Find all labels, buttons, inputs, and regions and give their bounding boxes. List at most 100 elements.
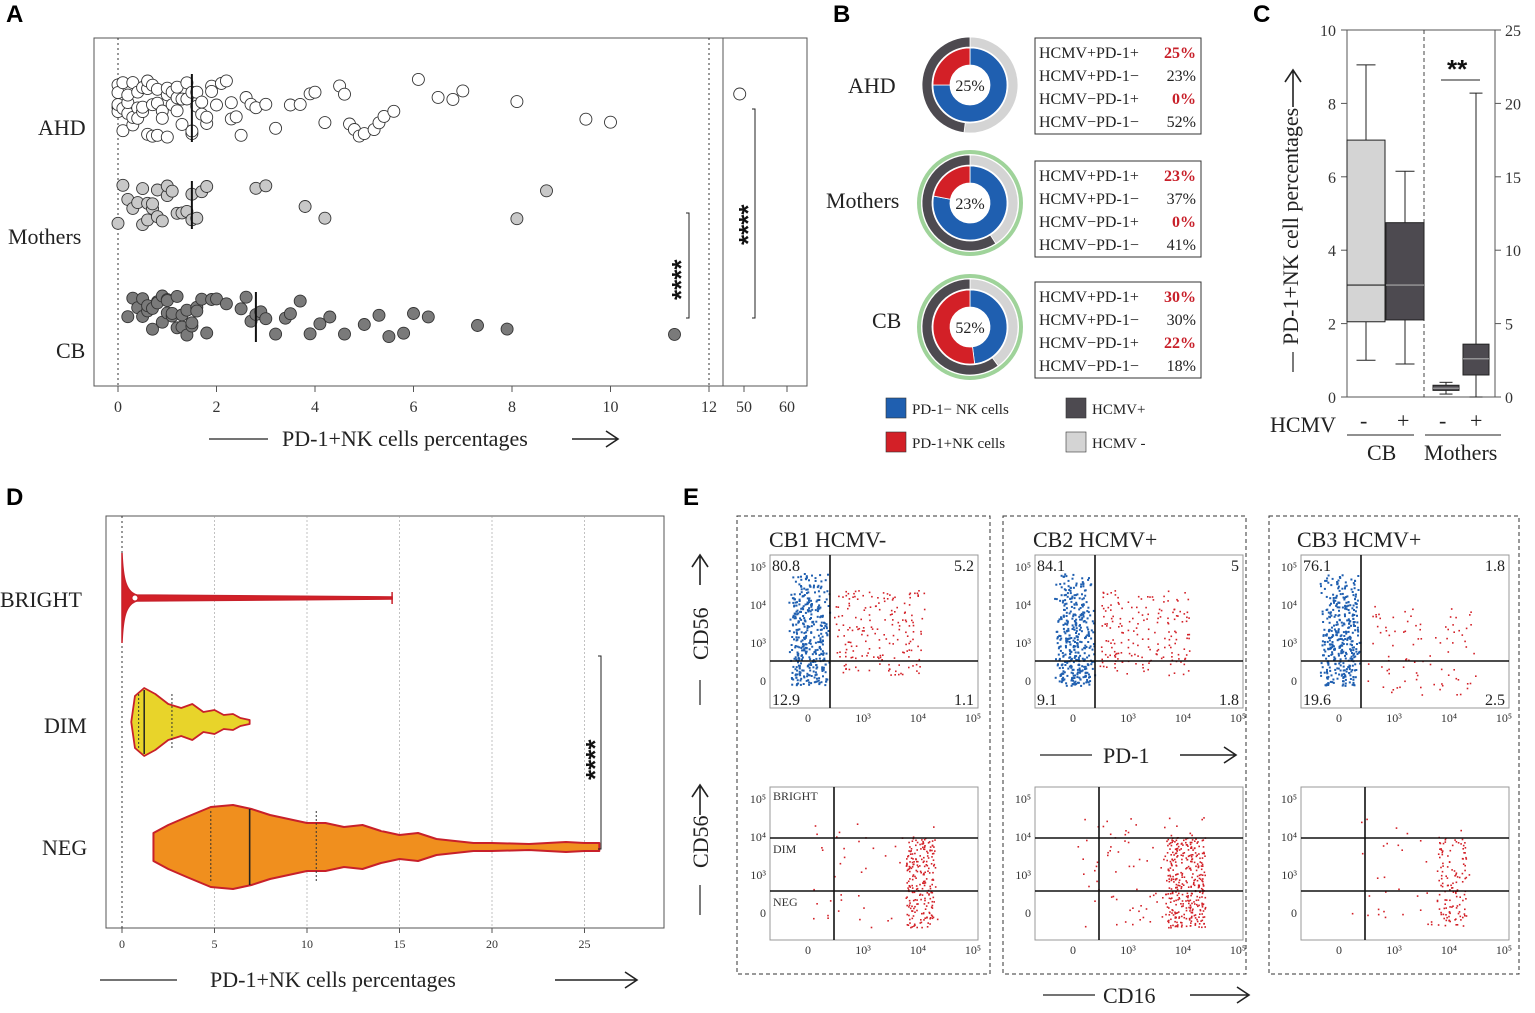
panel-e-facs-dot-red	[1444, 839, 1447, 841]
panel-e-facs-dot-blue	[1329, 597, 1332, 600]
panel-e-facs-dot-red	[1188, 617, 1190, 619]
panel-e-facs-dot-red	[1128, 865, 1131, 868]
panel-e-facs-dot-red	[915, 663, 918, 666]
panel-e-facs-dot-red	[1199, 909, 1202, 912]
panel-e-facs-dot-red	[1198, 896, 1201, 899]
panel-a-dot-cb	[500, 322, 514, 336]
panel-e-facs-dot-blue	[1336, 621, 1339, 624]
panel-e-facs-dot-red	[913, 923, 916, 926]
panel-a-dot-mothers	[540, 184, 553, 198]
panel-e-facs-dot-blue	[1074, 623, 1077, 626]
panel-e-facs-dot-blue	[824, 671, 827, 674]
panel-e-facs-dot-red	[1110, 609, 1112, 611]
panel-e-facs-dot-blue	[819, 624, 822, 627]
panel-e-facs-dot-red	[1119, 622, 1122, 625]
panel-e-facs-dot-blue	[1060, 594, 1063, 597]
panel-e-facs-dot-red	[914, 592, 916, 595]
panel-e-facs-dot-blue	[816, 610, 819, 613]
panel-e-facs-dot-red	[1128, 620, 1131, 623]
panel-e-facs-dot-blue	[812, 586, 815, 589]
panel-e-ylabel-top-arrow-icon	[691, 553, 709, 585]
panel-e-xlabel-top-arrow-icon	[1180, 746, 1238, 764]
panel-b-group-cb: CB	[872, 308, 901, 333]
panel-e-facs-dot-red	[1190, 906, 1192, 908]
panel-e-facs-dot-red	[1171, 841, 1173, 844]
panel-e-facs-dot-red	[919, 893, 922, 896]
panel-e-facs-dot-red	[1448, 911, 1451, 914]
panel-e-facs-dot-blue	[802, 669, 805, 672]
panel-e-facs-dot-blue	[808, 601, 811, 604]
panel-e-facs-dot-red	[1111, 620, 1114, 623]
panel-e-facs-dot-blue	[1326, 577, 1329, 580]
panel-e-facs-dot-blue	[1329, 669, 1332, 672]
panel-e-facs-dot-blue	[1351, 664, 1354, 667]
panel-e-facs-dot-blue	[1338, 609, 1340, 612]
panel-e-facs-dot-blue	[1088, 646, 1091, 649]
panel-e-facs-dot-red	[1168, 631, 1170, 633]
panel-e-facs-dot-red	[1204, 926, 1206, 928]
panel-e-facs-dot-red	[1447, 628, 1449, 631]
panel-e-facs-dot-blue	[1079, 624, 1081, 627]
panel-e-facs-dot-blue	[1342, 665, 1345, 668]
panel-e-facs-dot-blue	[804, 577, 807, 580]
panel-e-facs-dot-blue	[815, 680, 818, 683]
panel-e-facs-dot-blue	[1064, 603, 1067, 606]
panel-e-facs-dot-red	[1168, 674, 1170, 677]
panel-e-facs-dot-red	[923, 592, 926, 595]
panel-c-right-tick-label: 15	[1505, 170, 1521, 187]
panel-a-dot-ahd	[234, 128, 248, 142]
panel-e-facs-bottom	[1034, 786, 1244, 941]
panel-e-facs-dot-red	[1127, 639, 1130, 641]
panel-e-facs-dot-red	[1406, 832, 1409, 835]
panel-e-facs-dot-red	[1106, 820, 1108, 823]
panel-b-outer-slice	[921, 36, 971, 134]
panel-e-facs-dot-blue	[1081, 665, 1084, 668]
panel-e-facs-dot-blue	[1325, 657, 1328, 660]
panel-e-facs-dot-red	[912, 631, 915, 633]
panel-e-facs-dot-red	[1169, 663, 1172, 666]
panel-e-facs-dot-red	[1136, 888, 1138, 891]
panel-a-dot-ahd	[733, 87, 747, 101]
panel-e-facs-dot-red	[1442, 865, 1444, 867]
panel-e-facs-dot-blue	[1341, 648, 1344, 651]
panel-c-right-tick-label: 10	[1505, 243, 1521, 260]
panel-e-facs-dot-red	[1121, 625, 1123, 627]
panel-e-facs-dot-red	[837, 606, 840, 608]
panel-e-facs-dot-red	[1464, 908, 1466, 911]
panel-e-facs-dot-blue	[1086, 634, 1089, 637]
panel-e-facs-dot-blue	[1085, 635, 1087, 638]
panel-e-facs-dot-red	[1200, 873, 1202, 876]
panel-e-facs-dot-blue	[1343, 596, 1346, 599]
panel-e-facs-dot-red	[1385, 626, 1387, 629]
panel-e-facs-dot-blue	[1336, 677, 1339, 680]
panel-e-facs-dot-red	[1116, 652, 1118, 655]
panel-e-facs-dot-red	[926, 926, 929, 928]
panel-e-facs-dot-blue	[1349, 638, 1352, 640]
panel-e-facs-dot-red	[917, 860, 919, 863]
panel-e-facs-dot-red	[1186, 611, 1189, 614]
panel-e-facs-dot-red	[1456, 905, 1459, 907]
panel-e-facs-dot-blue	[816, 615, 819, 618]
panel-e-facs-dot-red	[1175, 631, 1177, 634]
panel-e-facs-dot-blue	[1073, 594, 1076, 597]
panel-a-x-tick-label: 0	[114, 399, 122, 416]
panel-e-facs-dot-red	[1199, 878, 1202, 881]
panel-e-facs-dot-blue	[1341, 651, 1344, 654]
legend-label-hcmv-neg: HCMV -	[1092, 436, 1145, 452]
panel-e-facs-dot-blue	[1085, 646, 1088, 648]
panel-e-facs-dot-blue	[1331, 636, 1334, 638]
panel-e-facs-dot-blue	[825, 680, 828, 683]
panel-e-facs-dot-blue	[1086, 626, 1089, 629]
panel-e-facs-dot-blue	[797, 621, 800, 624]
panel-a-dot-cb	[407, 307, 420, 320]
panel-e-facs-dot-red	[1188, 906, 1190, 909]
panel-a-dot-cb	[323, 310, 337, 324]
panel-e-facs-dot-red	[1147, 638, 1150, 640]
panel-e-facs-dot-blue	[1346, 643, 1349, 646]
panel-e-facs-dot-red	[908, 899, 911, 902]
panel-e-facs-dot-blue	[1331, 644, 1334, 647]
panel-e-facs-dot-red	[843, 665, 846, 667]
panel-e-facs-dot-red	[921, 912, 923, 915]
panel-e-facs-dot-red	[1191, 902, 1193, 905]
panel-e-facs-dot-red	[1185, 900, 1187, 902]
